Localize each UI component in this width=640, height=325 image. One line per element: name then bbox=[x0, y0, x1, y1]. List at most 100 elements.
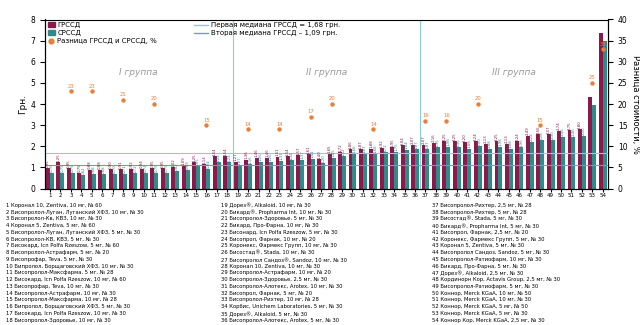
Text: 0,71: 0,71 bbox=[123, 164, 127, 173]
Text: 0,75: 0,75 bbox=[164, 163, 169, 172]
Text: 44 Бисопролол Сандоз, Sandoz, 5 мг, № 30: 44 Бисопролол Сандоз, Sandoz, 5 мг, № 30 bbox=[432, 250, 549, 255]
Text: 46 Бикард, Про-Фарна, 5 мг, № 30: 46 Бикард, Про-Фарна, 5 мг, № 30 bbox=[432, 264, 526, 269]
Text: II группа: II группа bbox=[306, 68, 347, 77]
Bar bbox=[582, 136, 586, 188]
Text: 1,09: 1,09 bbox=[182, 156, 186, 165]
Bar bbox=[446, 147, 451, 188]
Text: 20: 20 bbox=[474, 97, 481, 101]
Bar bbox=[144, 173, 148, 188]
Bar bbox=[505, 144, 509, 188]
Text: 23: 23 bbox=[68, 84, 74, 89]
Text: 4 Коронал 5, Zentiva, 5 мг, № 60: 4 Коронал 5, Zentiva, 5 мг, № 60 bbox=[6, 223, 95, 228]
Bar bbox=[353, 153, 356, 188]
Text: 15 Бисопролол-Максфарма, 10 мг, № 28: 15 Бисопролол-Максфарма, 10 мг, № 28 bbox=[6, 297, 117, 303]
Bar bbox=[192, 162, 196, 188]
Text: I группа: I группа bbox=[119, 68, 158, 77]
Bar bbox=[88, 170, 92, 188]
Bar bbox=[237, 166, 242, 188]
Text: 36 Бисопролол-Алотекс, Arotex, 5 мг, № 30: 36 Бисопролол-Алотекс, Arotex, 5 мг, № 3… bbox=[221, 318, 339, 323]
Bar bbox=[102, 174, 106, 188]
Text: 1,95: 1,95 bbox=[390, 138, 394, 147]
Text: 1,54: 1,54 bbox=[213, 147, 217, 156]
Bar bbox=[186, 170, 189, 188]
Bar bbox=[328, 154, 332, 188]
Text: 32 Бисопрол, Фарнак, 5 мг, № 20: 32 Бисопрол, Фарнак, 5 мг, № 20 bbox=[221, 291, 312, 296]
Text: 1,31: 1,31 bbox=[280, 152, 284, 161]
Text: 17 Бисокард, Icn Polfa Rzeszow, 10 мг, № 30: 17 Бисокард, Icn Polfa Rzeszow, 10 мг, №… bbox=[6, 311, 126, 316]
Text: 16: 16 bbox=[422, 113, 429, 118]
Text: 2,74: 2,74 bbox=[557, 122, 561, 130]
Text: 1,46: 1,46 bbox=[255, 149, 259, 157]
Bar bbox=[234, 162, 237, 188]
Bar bbox=[119, 169, 123, 188]
Bar bbox=[342, 156, 346, 188]
Text: 14: 14 bbox=[245, 122, 252, 127]
Y-axis label: Грн.: Грн. bbox=[19, 94, 28, 114]
Text: 1,96: 1,96 bbox=[436, 138, 440, 147]
Bar bbox=[394, 151, 398, 188]
Text: 1,86: 1,86 bbox=[349, 140, 353, 149]
Text: 1,88: 1,88 bbox=[488, 140, 492, 148]
Text: 0,62: 0,62 bbox=[81, 166, 85, 175]
Text: 37 Бисопролол-Рихтер, 2,5 мг, № 28: 37 Бисопролол-Рихтер, 2,5 мг, № 28 bbox=[432, 203, 532, 208]
Text: 1,40: 1,40 bbox=[317, 150, 321, 159]
Bar bbox=[296, 155, 300, 188]
Text: 2,46: 2,46 bbox=[572, 127, 575, 136]
Text: 33: 33 bbox=[600, 42, 606, 46]
Bar bbox=[359, 149, 363, 188]
Bar bbox=[436, 147, 440, 188]
Text: 47 Дорез®, Alkaloid, 2,5 мг, № 30: 47 Дорез®, Alkaloid, 2,5 мг, № 30 bbox=[432, 270, 524, 276]
Text: 12 Бисокард, Icn Polfa Rzeszow, 10 мг, № 60: 12 Бисокард, Icn Polfa Rzeszow, 10 мг, №… bbox=[6, 277, 127, 282]
Bar bbox=[56, 162, 60, 188]
Text: 1 Коронал 10, Zentiva, 10 мг, № 60: 1 Коронал 10, Zentiva, 10 мг, № 60 bbox=[6, 203, 102, 208]
Text: 35 Дорез®, Alkaloid, 5 мг, № 30: 35 Дорез®, Alkaloid, 5 мг, № 30 bbox=[221, 311, 307, 317]
Text: 29 Бисопролол-Астрафарм, 10 мг, № 20: 29 Бисопролол-Астрафарм, 10 мг, № 20 bbox=[221, 270, 331, 275]
Bar bbox=[290, 160, 294, 188]
Text: 2,57: 2,57 bbox=[547, 125, 550, 134]
Text: 10 Бипролол, Борщаговский ХФЗ, 10 мг, № 30: 10 Бипролол, Борщаговский ХФЗ, 10 мг, № … bbox=[6, 264, 134, 269]
Text: 2 Бисопролол-Луган, Луганский ХФЗ, 10 мг, № 30: 2 Бисопролол-Луган, Луганский ХФЗ, 10 мг… bbox=[6, 210, 144, 215]
Text: 1,87: 1,87 bbox=[426, 140, 429, 149]
Text: 0,88: 0,88 bbox=[88, 161, 92, 170]
Bar bbox=[172, 167, 175, 188]
Text: 2,07: 2,07 bbox=[411, 136, 415, 144]
Text: 2,28: 2,28 bbox=[540, 131, 544, 140]
Text: 0,95: 0,95 bbox=[161, 159, 164, 168]
Text: 2,04: 2,04 bbox=[401, 136, 404, 145]
Bar bbox=[46, 168, 50, 188]
Bar bbox=[280, 161, 284, 188]
Bar bbox=[519, 147, 524, 188]
Text: 2,24: 2,24 bbox=[474, 132, 477, 141]
Text: 22 Бикард, Про-Фарна, 10 мг, № 30: 22 Бикард, Про-Фарна, 10 мг, № 30 bbox=[221, 223, 319, 228]
Text: 1,25: 1,25 bbox=[192, 153, 196, 162]
Text: 1,88: 1,88 bbox=[467, 140, 471, 148]
Text: 1,36: 1,36 bbox=[244, 151, 248, 159]
Bar bbox=[499, 147, 502, 188]
Bar bbox=[568, 130, 572, 188]
Text: 2,24: 2,24 bbox=[515, 132, 520, 141]
Text: 0,82: 0,82 bbox=[175, 162, 179, 171]
Text: 2,56: 2,56 bbox=[536, 125, 540, 134]
Bar bbox=[140, 169, 144, 188]
Text: 1,96: 1,96 bbox=[519, 138, 524, 147]
Bar bbox=[349, 149, 353, 188]
Text: 54 Коннор Кор, Merck KGaA, 2,5 мг, № 30: 54 Коннор Кор, Merck KGaA, 2,5 мг, № 30 bbox=[432, 318, 545, 323]
Bar bbox=[401, 145, 404, 188]
Text: 2,07: 2,07 bbox=[422, 136, 426, 144]
Bar bbox=[415, 149, 419, 188]
Text: 0,74: 0,74 bbox=[144, 164, 148, 173]
Bar bbox=[244, 160, 248, 188]
Text: 11 Бисопролол-Максфарма, 5 мг, № 28: 11 Бисопролол-Максфарма, 5 мг, № 28 bbox=[6, 270, 114, 275]
Text: 1,27: 1,27 bbox=[234, 152, 238, 161]
Bar bbox=[530, 142, 534, 188]
Text: 1,65: 1,65 bbox=[328, 145, 332, 153]
Text: 30 Бисопролол-Здоровье, 2,5 мг, № 30: 30 Бисопролол-Здоровье, 2,5 мг, № 30 bbox=[221, 277, 327, 282]
Bar bbox=[223, 156, 227, 188]
Bar bbox=[488, 149, 492, 188]
Text: 1,72: 1,72 bbox=[338, 143, 342, 152]
Text: 2,25: 2,25 bbox=[442, 132, 446, 140]
Bar bbox=[67, 168, 71, 188]
Bar bbox=[588, 97, 593, 188]
Text: 24 Бисопрол, Фарнак, 10 мг, № 20: 24 Бисопрол, Фарнак, 10 мг, № 20 bbox=[221, 237, 316, 241]
Text: 43 Коронал 5, Zentiva, 5 мг, № 30: 43 Коронал 5, Zentiva, 5 мг, № 30 bbox=[432, 243, 524, 248]
